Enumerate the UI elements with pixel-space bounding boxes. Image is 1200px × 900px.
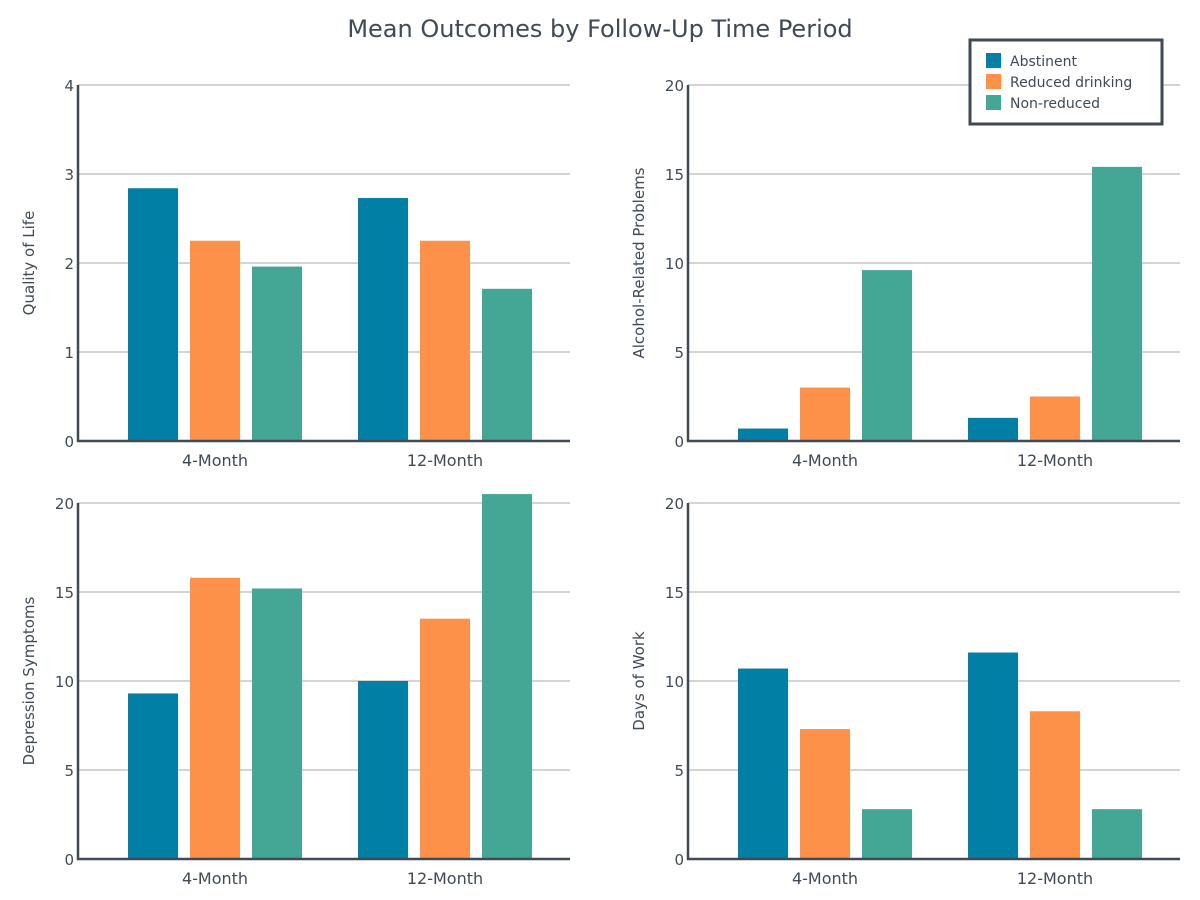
bar-abstinent-12-month [968, 652, 1018, 859]
bar-abstinent-12-month [968, 417, 1018, 441]
bar-reduced-drinking-4-month [190, 240, 240, 441]
chart-panel-4: 0 5 10 15 20 4-Month 12-Month Days of Work [630, 495, 1180, 888]
bar-non-reduced-4-month [862, 809, 912, 859]
y-tick-label: 10 [55, 673, 74, 691]
bar-abstinent-12-month [358, 198, 408, 441]
y-tick-label: 1 [64, 344, 74, 362]
legend-label: Abstinent [1010, 54, 1077, 70]
x-category-label: 4-Month [792, 451, 858, 470]
bar-non-reduced-12-month [482, 288, 532, 441]
chart-legend: Abstinent Reduced drinking Non-reduced [968, 38, 1164, 126]
bar-non-reduced-12-month [1092, 809, 1142, 859]
y-tick-label: 20 [55, 495, 74, 513]
x-category-label: 12-Month [1017, 451, 1093, 470]
chart-panel-3: 0 5 10 15 20 4-Month 12-Month Depression Sympto… [20, 494, 570, 888]
y-axis-label: Quality of Life [20, 211, 38, 316]
bar-reduced-drinking-12-month [420, 240, 470, 441]
y-axis-label: Alcohol-Related Problems [630, 167, 648, 358]
y-tick-label: 20 [665, 495, 684, 513]
bar-abstinent-4-month [738, 428, 788, 441]
bar-abstinent-4-month [738, 668, 788, 859]
y-tick-label: 5 [674, 344, 684, 362]
y-tick-label: 15 [665, 166, 684, 184]
bar-reduced-drinking-12-month [1030, 396, 1080, 441]
legend-label: Non-reduced [1010, 96, 1100, 112]
legend-box [968, 38, 1164, 126]
x-category-label: 4-Month [182, 451, 248, 470]
y-tick-label: 10 [665, 255, 684, 273]
bar-non-reduced-4-month [252, 266, 302, 441]
chart-panels: 0 1 2 3 4 4-Month 12-Month Quality of Life 0 5 10 1… [20, 77, 1180, 888]
legend-swatch [986, 53, 1001, 68]
y-tick-label: 3 [64, 166, 74, 184]
chart-title: Mean Outcomes by Follow-Up Time Period [347, 15, 852, 43]
legend-label: Reduced drinking [1010, 75, 1132, 91]
bar-non-reduced-12-month [1092, 166, 1142, 441]
x-category-label: 4-Month [182, 869, 248, 888]
x-category-label: 4-Month [792, 869, 858, 888]
bar-abstinent-4-month [128, 188, 178, 441]
bar-non-reduced-4-month [862, 270, 912, 441]
y-tick-label: 0 [674, 851, 684, 869]
y-tick-label: 10 [665, 673, 684, 691]
y-tick-label: 5 [64, 762, 74, 780]
bar-reduced-drinking-12-month [1030, 711, 1080, 859]
y-tick-label: 15 [665, 584, 684, 602]
bar-abstinent-4-month [128, 693, 178, 859]
chart-panel-1: 0 1 2 3 4 4-Month 12-Month Quality of Life [20, 77, 570, 470]
bar-abstinent-12-month [358, 681, 408, 859]
y-tick-label: 20 [665, 77, 684, 95]
y-tick-label: 0 [64, 433, 74, 451]
bar-reduced-drinking-4-month [190, 577, 240, 859]
x-category-label: 12-Month [1017, 869, 1093, 888]
bar-reduced-drinking-4-month [800, 729, 850, 859]
x-category-label: 12-Month [407, 451, 483, 470]
y-axis-label: Days of Work [630, 631, 648, 731]
legend-swatch [986, 95, 1001, 110]
x-category-label: 12-Month [407, 869, 483, 888]
chart-panel-2: 0 5 10 15 20 4-Month 12-Month Alcohol-Related P… [630, 77, 1180, 470]
bar-reduced-drinking-4-month [800, 387, 850, 441]
bar-reduced-drinking-12-month [420, 618, 470, 859]
bar-non-reduced-4-month [252, 588, 302, 859]
y-tick-label: 2 [64, 255, 74, 273]
y-axis-label: Depression Symptoms [20, 597, 38, 766]
y-tick-label: 0 [64, 851, 74, 869]
legend-swatch [986, 74, 1001, 89]
bar-non-reduced-12-month [482, 494, 532, 859]
y-tick-label: 4 [64, 77, 74, 95]
y-tick-label: 5 [674, 762, 684, 780]
y-tick-label: 15 [55, 584, 74, 602]
y-tick-label: 0 [674, 433, 684, 451]
